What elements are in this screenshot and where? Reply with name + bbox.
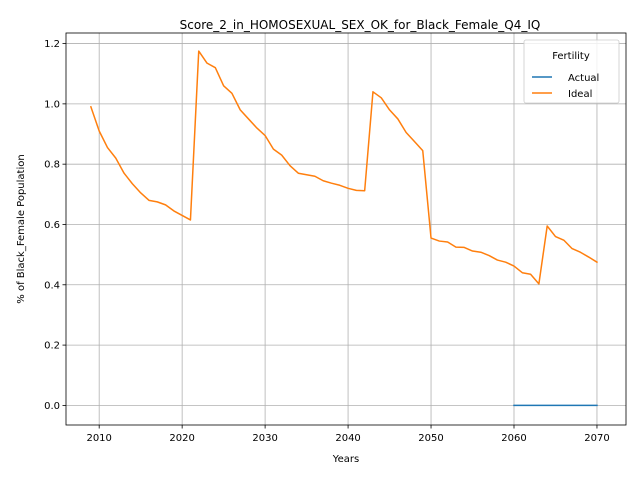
legend-box xyxy=(523,39,620,104)
x-tick-label: 2060 xyxy=(501,433,526,444)
x-tick-label: 2050 xyxy=(418,433,443,444)
legend-title: Fertility xyxy=(552,51,590,62)
y-tick-label: 0.4 xyxy=(44,280,60,291)
chart-title: Score_2_in_HOMOSEXUAL_SEX_OK_for_Black_F… xyxy=(180,18,541,32)
x-gridlines xyxy=(98,33,598,425)
x-tick-label: 2040 xyxy=(335,433,360,444)
y-tick-label: 0.8 xyxy=(44,160,60,171)
legend-label-actual: Actual xyxy=(568,73,599,84)
x-tick-label: 2030 xyxy=(252,433,277,444)
x-axis: 2010 2020 2030 2040 2050 2060 2070 xyxy=(86,425,610,444)
y-axis-label: % of Black_Female Population xyxy=(16,154,27,303)
y-tick-label: 1.2 xyxy=(44,39,60,50)
y-tick-label: 0.6 xyxy=(44,220,60,231)
legend-label-ideal: Ideal xyxy=(568,89,592,100)
legend: Fertility Actual Ideal xyxy=(523,39,620,104)
y-tick-label: 0.0 xyxy=(44,401,60,412)
x-axis-label: Years xyxy=(332,454,359,465)
y-axis: 0.0 0.2 0.4 0.6 0.8 1.0 1.2 xyxy=(44,39,66,412)
y-tick-label: 1.0 xyxy=(44,99,60,110)
y-tick-label: 0.2 xyxy=(44,341,60,352)
x-tick-label: 2070 xyxy=(584,433,609,444)
x-tick-label: 2020 xyxy=(169,433,194,444)
x-tick-label: 2010 xyxy=(86,433,111,444)
series-line-ideal xyxy=(89,50,598,285)
series-layer xyxy=(89,50,598,407)
plot-frame xyxy=(65,32,627,426)
